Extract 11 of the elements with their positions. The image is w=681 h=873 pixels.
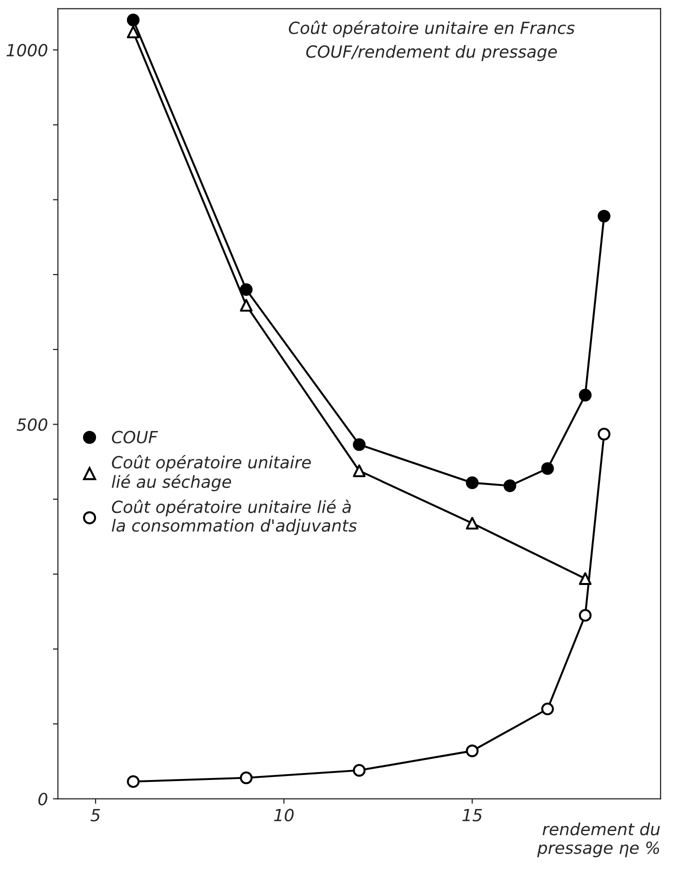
legend-label: Coût opératoire unitaire lié au séchage (112, 454, 311, 492)
text: Coût opératoire unitaire en Francs COUF/rendement du pressage (288, 20, 575, 62)
x-tick-label: 10 (274, 808, 294, 822)
legend-label: Coût opératoire unitaire lié à la consommation d'adjuvants (112, 500, 357, 536)
x-tick-label: 5 (90, 809, 100, 822)
x-axis-title: rendement du pressage ηe % (537, 822, 660, 858)
y-tick-label: 500 (16, 418, 48, 431)
y-tick-label: 1000 (6, 44, 48, 56)
x-tick-label: 15 (462, 809, 482, 822)
legend-label: COUF (112, 430, 158, 444)
y-tick-label: 0 (38, 792, 48, 806)
